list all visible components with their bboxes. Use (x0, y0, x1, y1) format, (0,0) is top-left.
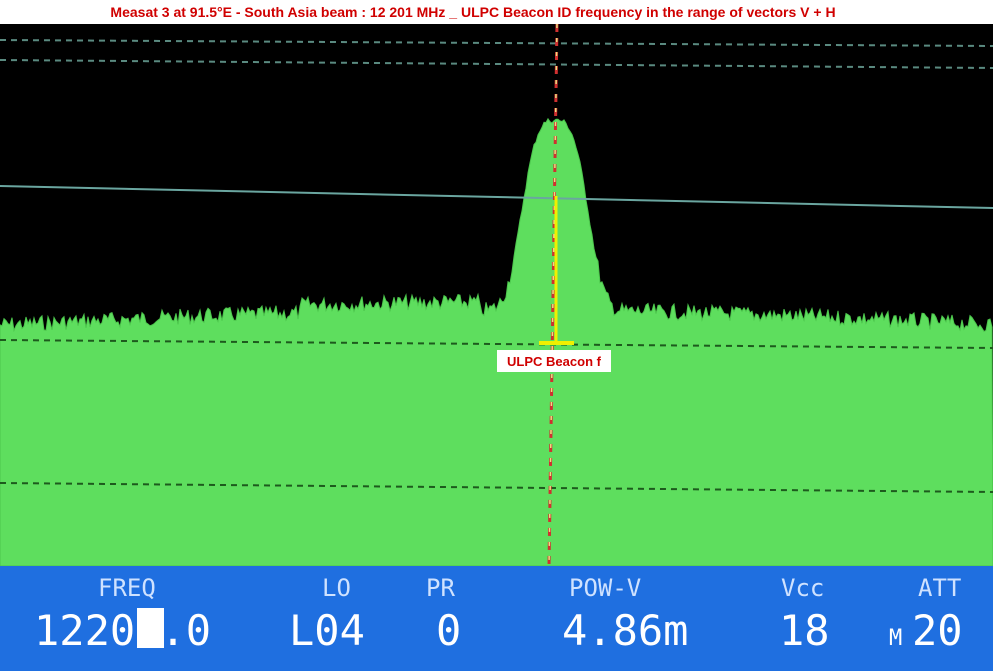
status-label: Vcc (781, 574, 824, 602)
status-value: 0 (436, 606, 461, 655)
status-label: POW-V (569, 574, 641, 602)
grid-line (0, 185, 993, 209)
status-value: 20 (912, 606, 963, 655)
marker-line (548, 23, 558, 567)
annotation-box (497, 350, 611, 372)
status-value: 18 (779, 606, 830, 655)
status-label: LO (322, 574, 351, 602)
title: Measat 3 at 91.5°E - South Asia beam : 1… (110, 4, 835, 20)
graticule (0, 39, 993, 493)
status-label: PR (426, 574, 455, 602)
annotation-label: ULPC Beacon f (507, 354, 602, 369)
status-bar (0, 566, 993, 671)
status-value: 4.86m (562, 606, 688, 655)
status-label: ATT (918, 574, 961, 602)
grid-line (0, 39, 993, 47)
spectrum (0, 117, 993, 567)
spectrum-trace (0, 117, 993, 567)
cursor (137, 608, 164, 648)
status-value: L04 (289, 606, 365, 655)
grid-line (0, 339, 993, 349)
grid-line (0, 482, 993, 493)
grid-line (0, 59, 993, 69)
status-prefix: M (889, 626, 902, 651)
status-label: FREQ (98, 574, 156, 602)
status-value: 12202.0 (34, 606, 211, 655)
title-bar (0, 0, 993, 24)
